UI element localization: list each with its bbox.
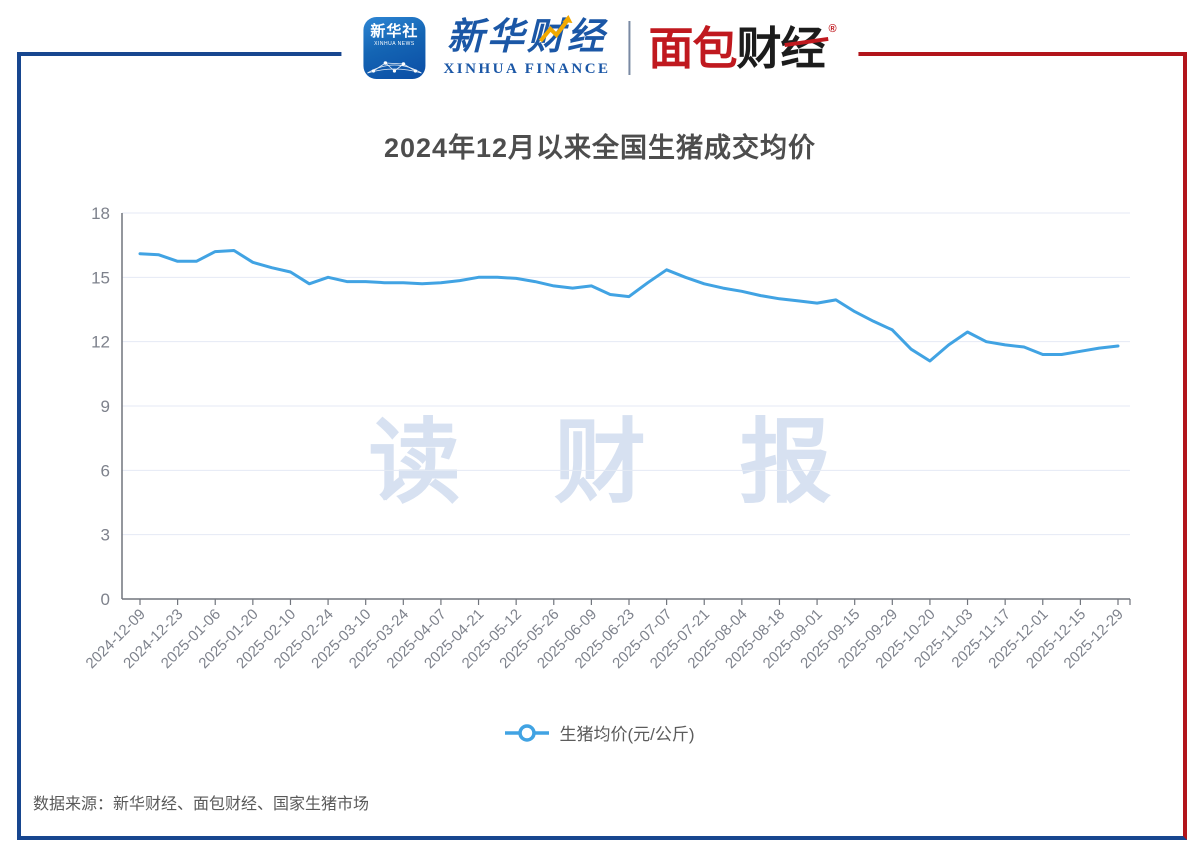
mianbao-finance-logo: 面包 财经 ® [648,22,837,74]
mianbao-black-text: 财经 [736,22,826,74]
xinhua-finance-en-text: XINHUA FINANCE [443,61,611,77]
page-border-frame [17,52,1187,840]
xinhua-news-icon-label: 新华社 [370,23,419,40]
xinhua-finance-cn-text: 新华财经 [446,17,607,58]
y-axis-tick-label: 0 [101,590,110,609]
gold-arrow-icon [538,15,573,43]
price-line-series[interactable] [138,249,1120,363]
watermark-text: 读 财 报 [368,412,866,514]
xinhua-news-icon-sublabel: XINHUA NEWS [374,41,415,47]
y-axis-tick-label: 18 [91,204,110,223]
y-axis-tick-label: 15 [91,268,110,287]
header-logo-bar: 新华社 XINHUA NEWS 新华财经 XINHUA FINANCE 面包 财… [341,8,859,88]
network-globe-icon [367,61,422,74]
chart-legend[interactable]: 生猪均价(元/公斤) [0,720,1200,745]
logo-divider [628,21,631,75]
legend-line-marker-icon [505,723,550,742]
registered-trademark-icon: ® [828,22,837,35]
xinhua-finance-logo: 新华财经 XINHUA FINANCE [443,15,611,77]
data-source-note: 数据来源：新华财经、面包财经、国家生猪市场 [33,796,370,813]
legend-series-label: 生猪均价(元/公斤) [559,725,695,744]
chart-title: 2024年12月以来全国生猪成交均价 [383,133,817,163]
y-axis-tick-label: 9 [101,397,110,416]
y-axis-tick-label: 3 [101,526,110,545]
y-axis-tick-label: 12 [91,333,110,352]
xinhua-news-app-icon: 新华社 XINHUA NEWS [363,17,426,79]
mianbao-red-text: 面包 [648,22,738,74]
y-axis-tick-label: 6 [101,461,110,480]
